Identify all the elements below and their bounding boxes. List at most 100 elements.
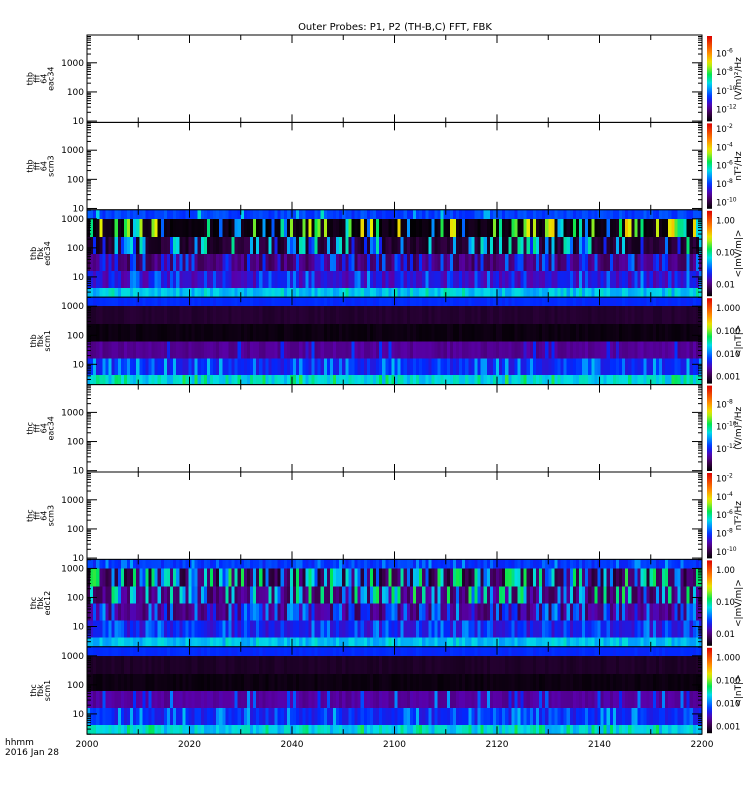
spectrogram-cell bbox=[111, 341, 116, 359]
spectrogram-cell bbox=[376, 559, 380, 569]
spectrogram-cell bbox=[379, 646, 383, 656]
spectrogram-cell bbox=[311, 297, 315, 307]
spectrogram-cell bbox=[357, 209, 362, 219]
spectrogram-cell bbox=[90, 209, 94, 219]
spectrogram-cell bbox=[253, 646, 257, 656]
spectrogram-cell bbox=[692, 287, 697, 298]
spectrogram-cell bbox=[385, 620, 389, 638]
spectrogram-cell bbox=[286, 568, 291, 587]
spectrogram-cell bbox=[123, 253, 128, 271]
spectrogram-cell bbox=[271, 586, 275, 604]
spectrogram-cell bbox=[597, 586, 601, 604]
spectrogram-cell bbox=[369, 358, 374, 376]
spectrogram-cell bbox=[366, 603, 371, 621]
spectrogram-cell bbox=[203, 287, 208, 298]
spectrogram-cell bbox=[391, 253, 395, 271]
spectrogram-cell bbox=[462, 568, 466, 587]
spectrogram-cell bbox=[412, 236, 417, 254]
spectrogram-cell bbox=[277, 690, 282, 708]
spectrogram-cell bbox=[102, 324, 106, 342]
spectrogram-cell bbox=[502, 620, 506, 638]
spectrogram-cell bbox=[523, 568, 528, 587]
colorbar-tick-base: 0.01 bbox=[716, 280, 735, 290]
spectrogram-cell bbox=[157, 586, 162, 604]
spectrogram-cell bbox=[173, 707, 177, 725]
spectrogram-cell bbox=[351, 236, 355, 254]
spectrogram-cell bbox=[394, 690, 398, 708]
spectrogram-cell bbox=[535, 358, 540, 376]
spectrogram-cell bbox=[446, 324, 451, 342]
spectrogram-cell bbox=[336, 297, 340, 307]
spectrogram-cell bbox=[535, 270, 540, 288]
spectrogram-cell bbox=[123, 603, 128, 621]
spectrogram-cell bbox=[265, 287, 269, 298]
spectrogram-cell bbox=[314, 306, 319, 325]
spectrogram-cell bbox=[422, 620, 426, 638]
spectrogram-cell bbox=[579, 297, 583, 307]
spectrogram-cell bbox=[372, 559, 377, 569]
spectrogram-cell bbox=[391, 375, 395, 385]
spectrogram-cell bbox=[409, 568, 414, 587]
spectrogram-cell bbox=[683, 559, 688, 569]
spectrogram-cell bbox=[225, 637, 229, 647]
spectrogram-cells bbox=[87, 646, 703, 735]
spectrogram-cell bbox=[692, 218, 697, 237]
spectrogram-cell bbox=[274, 655, 279, 674]
spectrogram-cell bbox=[108, 253, 113, 271]
spectrogram-cell bbox=[416, 673, 420, 691]
spectrogram-cell bbox=[179, 586, 183, 604]
spectrogram-cell bbox=[649, 375, 654, 385]
spectrogram-cell bbox=[111, 270, 116, 288]
spectrogram-cell bbox=[170, 620, 174, 638]
spectrogram-cell bbox=[117, 324, 122, 342]
spectrogram-cell bbox=[643, 306, 648, 325]
spectrogram-cell bbox=[677, 236, 681, 254]
spectrogram-cell bbox=[114, 375, 119, 385]
spectrogram-cell bbox=[299, 209, 303, 219]
spectrogram-cell bbox=[234, 646, 239, 656]
spectrogram-cell bbox=[311, 375, 315, 385]
spectrogram-cell bbox=[154, 341, 159, 359]
spectrogram-cell bbox=[409, 270, 414, 288]
spectrogram-cell bbox=[566, 375, 571, 385]
spectrogram-cell bbox=[133, 568, 137, 587]
spectrogram-cell bbox=[246, 270, 251, 288]
colorbar-tick-label: 0.010 bbox=[716, 350, 740, 360]
spectrogram-cell bbox=[554, 603, 558, 621]
spectrogram-cell bbox=[145, 306, 149, 325]
spectrogram-cell bbox=[210, 375, 214, 385]
spectrogram-cell bbox=[142, 646, 146, 656]
spectrogram-cell bbox=[437, 586, 442, 604]
spectrogram-cell bbox=[320, 559, 325, 569]
spectrogram-cell bbox=[96, 306, 100, 325]
spectrogram-cell bbox=[268, 287, 272, 298]
spectrogram-cell bbox=[231, 637, 236, 647]
spectrogram-cell bbox=[333, 559, 337, 569]
spectrogram-cell bbox=[354, 253, 359, 271]
spectrogram-cell bbox=[655, 375, 660, 385]
spectrogram-cell bbox=[366, 724, 371, 735]
spectrogram-cell bbox=[446, 253, 451, 271]
spectrogram-cell bbox=[256, 673, 260, 691]
spectrogram-cell bbox=[428, 297, 432, 307]
spectrogram-cell bbox=[566, 236, 571, 254]
spectrogram-cell bbox=[314, 375, 319, 385]
spectrogram-cell bbox=[206, 324, 211, 342]
spectrogram-cell bbox=[142, 297, 146, 307]
spectrogram-cell bbox=[575, 603, 580, 621]
spectrogram-cell bbox=[200, 358, 205, 376]
spectrogram-cell bbox=[185, 603, 189, 621]
spectrogram-cell bbox=[213, 209, 217, 219]
spectrogram-cell bbox=[194, 637, 199, 647]
spectrogram-cell bbox=[474, 270, 478, 288]
spectrogram-cell bbox=[505, 375, 509, 385]
spectrogram-cell bbox=[671, 236, 675, 254]
spectrogram-cell bbox=[649, 253, 654, 271]
spectrogram-cell bbox=[428, 218, 432, 237]
spectrogram-cell bbox=[219, 603, 223, 621]
spectrogram-cell bbox=[489, 287, 494, 298]
spectrogram-cell bbox=[246, 236, 251, 254]
spectrogram-cell bbox=[133, 218, 137, 237]
spectrogram-cell bbox=[416, 375, 420, 385]
spectrogram-cell bbox=[111, 655, 116, 674]
